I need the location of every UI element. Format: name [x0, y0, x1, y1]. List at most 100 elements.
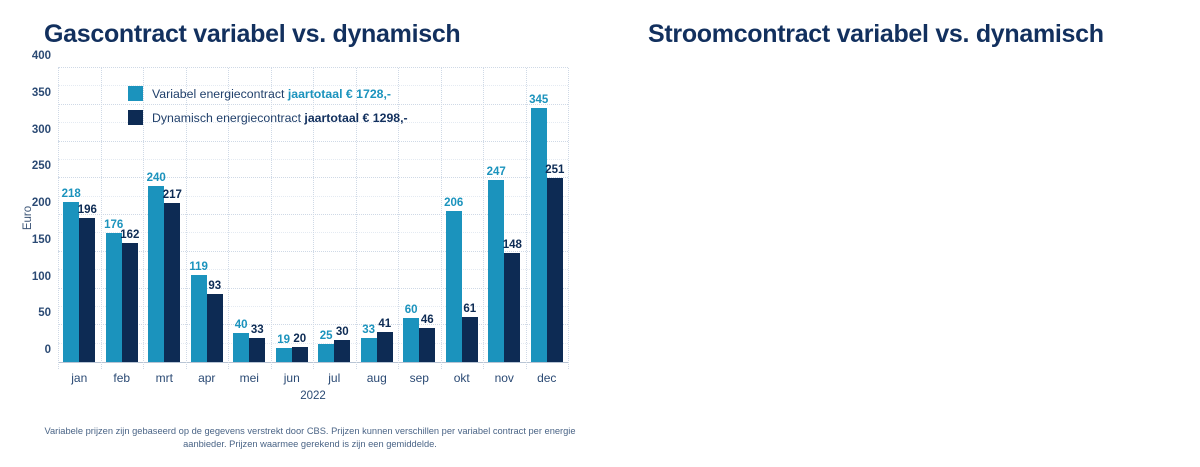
bar[interactable]: 176	[104, 219, 123, 362]
bar[interactable]: 206	[444, 197, 463, 362]
legend-gas: Variabel energiecontract jaartotaal € 17…	[128, 86, 408, 125]
x-axis-tick: jan	[71, 371, 88, 385]
x-axis-tick: jul	[328, 371, 341, 385]
gridline-vertical	[58, 68, 59, 369]
bar-group: 345 251 dec	[526, 68, 569, 385]
bar-value-label: 217	[162, 188, 182, 201]
bar[interactable]: 93	[206, 280, 223, 362]
bar[interactable]: 46	[419, 314, 436, 362]
gridline-vertical	[228, 68, 229, 369]
bar-value-label: 46	[420, 314, 434, 327]
bar[interactable]: 60	[403, 304, 420, 362]
bar[interactable]: 33	[249, 324, 266, 362]
bar-value-label: 61	[463, 303, 477, 316]
y-axis-title-gas: Euro	[22, 205, 34, 231]
x-axis-tick: jun	[283, 371, 300, 385]
legend-item: Dynamisch energiecontract jaartotaal € 1…	[128, 110, 408, 125]
legend-swatch-variabel-icon	[128, 86, 143, 101]
x-axis-tick: feb	[113, 371, 131, 385]
bar[interactable]: 148	[503, 239, 522, 362]
bar-group: 247 148 nov	[483, 68, 526, 385]
page-title-gas: Gascontract variabel vs. dynamisch	[44, 20, 461, 48]
bar[interactable]: 61	[461, 303, 478, 362]
page-title-stroom: Stroomcontract variabel vs. dynamisch	[648, 20, 1104, 48]
bar-group: 240 217 mrt	[143, 68, 186, 385]
gridline-vertical	[185, 68, 187, 369]
gridline-vertical	[525, 68, 527, 369]
bar-value-label: 93	[208, 279, 222, 292]
x-axis-tick: sep	[409, 371, 429, 385]
bar-group: 119 93 apr	[186, 68, 229, 385]
bar[interactable]: 218	[62, 188, 81, 362]
bar-group: 40 33 mei	[228, 68, 271, 385]
bar[interactable]: 33	[360, 324, 377, 362]
legend-item: Variabel energiecontract jaartotaal € 17…	[128, 86, 408, 101]
footnote-gas: Variabele prijzen zijn gebaseerd op de g…	[44, 426, 576, 450]
y-axis-tick: 300	[31, 123, 51, 136]
stroom-plot-wrap: Euro 0501001502008467jan6651feb10677mrt7…	[600, 68, 1200, 368]
bar[interactable]: 19	[275, 334, 292, 362]
gridline-vertical	[143, 68, 144, 369]
gridline-vertical	[440, 68, 442, 369]
bar[interactable]: 20	[291, 333, 308, 362]
bar-value-label: 345	[529, 94, 549, 107]
gas-chart-panel: Gascontract variabel vs. dynamisch Euro …	[0, 20, 600, 450]
gridline-vertical	[568, 68, 569, 369]
x-axis-tick: nov	[494, 371, 514, 385]
x-axis-tick: dec	[537, 371, 557, 385]
x-axis-tick: mei	[239, 371, 259, 385]
bar[interactable]: 30	[334, 326, 351, 362]
stroom-chart-panel: Stroomcontract variabel vs. dynamisch Eu…	[600, 0, 1200, 467]
bar-value-label: 60	[404, 303, 418, 316]
bar-group: 33 41 aug	[356, 68, 399, 385]
gridline-vertical	[100, 68, 102, 369]
x-axis-tick: aug	[366, 371, 387, 385]
gas-plot-wrap: Euro 0 50 100 150 200 250 300 350 400 218 196 jan 17…	[0, 50, 600, 385]
bar-value-label: 30	[335, 325, 349, 338]
bar[interactable]: 217	[163, 189, 182, 362]
y-axis-tick: 100	[31, 270, 51, 283]
legend-swatch-dynamisch-icon	[128, 110, 143, 125]
bar[interactable]: 240	[147, 172, 166, 362]
y-axis-tick: 200	[31, 197, 51, 209]
bar-groups: 218 196 jan 176 162 feb 240 217 mrt 119 93 apr 40 33 m…	[58, 68, 569, 385]
bar-value-label: 218	[61, 187, 81, 200]
gridline-vertical	[355, 68, 357, 369]
bar-value-label: 148	[502, 239, 522, 252]
bar-value-label: 33	[250, 323, 264, 336]
gas-plot-area: 0 50 100 150 200 250 300 350 400 218 196 jan 176 162 f…	[32, 50, 569, 385]
bar[interactable]: 345	[529, 94, 548, 362]
bar-value-label: 176	[104, 218, 124, 231]
bar-value-label: 247	[486, 166, 506, 179]
gridline-vertical	[398, 68, 399, 369]
bar[interactable]: 40	[233, 319, 250, 362]
bar-value-label: 25	[319, 329, 333, 342]
bar-group: 25 30 jul	[313, 68, 356, 385]
bar[interactable]: 41	[376, 318, 393, 362]
bar-value-label: 20	[293, 333, 307, 346]
legend-label-dynamisch: Dynamisch energiecontract jaartotaal € 1…	[152, 110, 408, 125]
bar[interactable]: 119	[189, 261, 208, 362]
bar-value-label: 240	[146, 171, 166, 184]
gridline-vertical	[483, 68, 484, 369]
bar[interactable]: 247	[487, 166, 506, 362]
y-axis-tick: 350	[31, 86, 51, 99]
bar-group: 218 196 jan	[58, 68, 101, 385]
bar-group: 19 20 jun	[271, 68, 314, 385]
gridline-vertical	[270, 68, 272, 369]
gridline-major	[58, 67, 568, 68]
bar[interactable]: 25	[318, 330, 335, 362]
bar-value-label: 33	[362, 323, 376, 336]
bar[interactable]: 251	[545, 164, 564, 362]
y-axis-tick: 250	[31, 160, 51, 173]
bar-value-label: 41	[378, 317, 392, 330]
bar-value-label: 19	[277, 334, 291, 347]
bar[interactable]: 196	[78, 204, 97, 362]
bar-group: 206 61 okt	[441, 68, 484, 385]
bar[interactable]: 162	[120, 229, 139, 362]
bar-value-label: 162	[120, 228, 140, 241]
x-axis-tick: apr	[198, 371, 216, 385]
x-axis-tick: mrt	[155, 371, 173, 385]
y-axis-tick: 0	[44, 344, 51, 356]
